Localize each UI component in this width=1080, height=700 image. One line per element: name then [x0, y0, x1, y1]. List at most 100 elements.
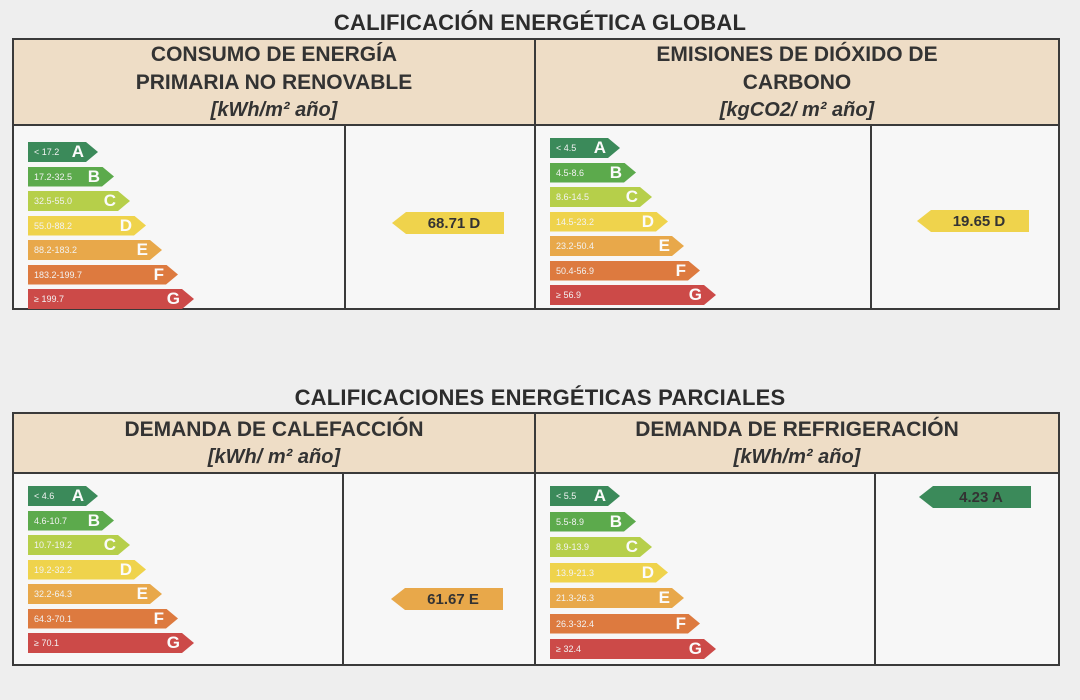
heating-demand-bar-b: 4.6-10.7 B [28, 511, 114, 531]
cooling-demand-title: DEMANDA DE REFRIGERACIÓN [635, 418, 959, 441]
bar-letter: D [641, 211, 654, 231]
cooling-demand-bar-b: 5.5-8.9 B [550, 512, 636, 532]
bar-letter: F [153, 264, 164, 284]
bar-letter: E [658, 236, 670, 255]
bar-letter: B [87, 510, 100, 530]
bar-letter: A [593, 486, 606, 505]
primary-energy-bar-a: < 17.2 A [28, 142, 98, 162]
co2-emissions-rating-marker: 19.65 D [917, 210, 1029, 232]
primary-energy-bar-f: 183.2-199.7 F [28, 265, 178, 285]
bar-range-label: 8.9-13.9 [556, 542, 590, 552]
primary-energy-title-line-1: CONSUMO DE ENERGÍA [150, 43, 398, 66]
bar-range-label: ≥ 32.4 [556, 644, 581, 654]
primary-energy-scale: < 17.2 A 17.2-32.5 B 32.5-55.0 C 55.0-88.2 D 88.… [14, 126, 346, 308]
heating-demand-bar-d: 19.2-32.2 D [28, 560, 146, 580]
cooling-demand-header: DEMANDA DE REFRIGERACIÓN [kWh/m² año] [536, 414, 1058, 474]
co2-emissions-bar-a: < 4.5 A [550, 138, 620, 158]
cooling-demand-bar-e: 21.3-26.3 E [550, 588, 684, 608]
cooling-demand-bar-g: ≥ 32.4 G [550, 639, 716, 659]
bar-letter: B [87, 166, 100, 186]
bar-range-label: 23.2-50.4 [556, 241, 595, 251]
co2-emissions-title-line-2: CARBONO [742, 71, 852, 94]
bar-letter: F [675, 260, 686, 280]
bar-letter: A [71, 486, 84, 505]
bar-letter: F [675, 613, 686, 633]
bar-letter: G [688, 285, 702, 304]
co2-emissions-title-line-1: EMISIONES DE DIÓXIDO DE [656, 43, 938, 66]
co2-emissions-unit: [kgCO2/ m² año] [719, 99, 875, 121]
bar-range-label: ≥ 56.9 [556, 290, 581, 300]
primary-energy-rating-marker: 68.71 D [392, 212, 504, 234]
bar-letter: B [609, 511, 622, 531]
co2-emissions-scale: < 4.5 A 4.5-8.6 B 8.6-14.5 C 14.5-23.2 D 23.2-50… [536, 126, 872, 308]
bar-range-label: 8.6-14.5 [556, 192, 590, 202]
co2-emissions-header: EMISIONES DE DIÓXIDO DE CARBONO [kgCO2/ … [536, 40, 1058, 126]
bar-range-label: ≥ 70.1 [34, 638, 59, 648]
co2-emissions-bar-d: 14.5-23.2 D [550, 212, 668, 232]
co2-emissions-value-box: 19.65 D [872, 126, 1058, 308]
bar-letter: A [71, 142, 84, 161]
heating-demand-bar-e: 32.2-64.3 E [28, 584, 162, 604]
bar-range-label: < 4.5 [556, 143, 577, 153]
bar-range-label: 19.2-32.2 [34, 564, 73, 575]
bar-letter: B [609, 162, 622, 182]
bar-range-label: 32.5-55.0 [34, 196, 73, 206]
bar-range-label: 55.0-88.2 [34, 220, 73, 231]
bar-letter: D [641, 562, 654, 582]
heating-demand-bar-g: ≥ 70.1 G [28, 633, 194, 653]
partial-ratings-block: DEMANDA DE CALEFACCIÓN [kWh/ m² año] DEM… [12, 412, 1060, 666]
primary-energy-unit: [kWh/m² año] [210, 99, 338, 121]
primary-energy-bar-b: 17.2-32.5 B [28, 167, 114, 187]
bar-letter: C [625, 187, 638, 206]
bar-letter: G [166, 289, 180, 308]
bar-range-label: 21.3-26.3 [556, 593, 595, 603]
bar-range-label: 88.2-183.2 [34, 245, 78, 255]
bar-letter: C [103, 535, 116, 554]
primary-energy-value-box: 68.71 D [346, 126, 536, 308]
cooling-demand-rating-marker: 4.23 A [919, 486, 1031, 508]
heating-demand-header: DEMANDA DE CALEFACCIÓN [kWh/ m² año] [14, 414, 536, 474]
bar-range-label: < 4.6 [34, 491, 55, 501]
co2-emissions-bar-b: 4.5-8.6 B [550, 163, 636, 183]
cooling-demand-bar-d: 13.9-21.3 D [550, 563, 668, 583]
primary-energy-title-line-2: PRIMARIA NO RENOVABLE [135, 71, 413, 94]
bar-range-label: 4.6-10.7 [34, 515, 68, 526]
primary-energy-header: CONSUMO DE ENERGÍA PRIMARIA NO RENOVABLE… [14, 40, 536, 126]
heating-demand-unit: [kWh/ m² año] [207, 446, 341, 468]
cooling-demand-bar-f: 26.3-32.4 F [550, 614, 700, 634]
heating-demand-title: DEMANDA DE CALEFACCIÓN [124, 418, 424, 441]
bar-range-label: < 5.5 [556, 491, 577, 501]
bar-letter: A [593, 138, 606, 157]
bar-letter: C [103, 191, 116, 210]
bar-letter: E [658, 588, 670, 607]
bar-letter: E [136, 240, 148, 259]
bar-range-label: 183.2-199.7 [34, 269, 83, 280]
cooling-demand-scale: < 5.5 A 5.5-8.9 B 8.9-13.9 C 13.9-21.3 D 21.3-26… [536, 474, 876, 664]
bar-range-label: 4.5-8.6 [556, 167, 585, 178]
bar-letter: E [136, 584, 148, 603]
global-rating-block: CONSUMO DE ENERGÍA PRIMARIA NO RENOVABLE… [12, 38, 1060, 310]
bar-letter: C [625, 537, 638, 556]
heating-demand-scale: < 4.6 A 4.6-10.7 B 10.7-19.2 C 19.2-32.2 D 32.2-… [14, 474, 344, 664]
cooling-demand-bar-a: < 5.5 A [550, 486, 620, 506]
heating-demand-bar-a: < 4.6 A [28, 486, 98, 506]
bar-letter: D [119, 215, 132, 235]
heating-demand-bar-c: 10.7-19.2 C [28, 535, 130, 555]
heating-demand-rating-marker: 61.67 E [391, 588, 503, 610]
bar-range-label: 26.3-32.4 [556, 618, 595, 629]
bar-range-label: 5.5-8.9 [556, 516, 585, 527]
primary-energy-bar-c: 32.5-55.0 C [28, 191, 130, 211]
bar-range-label: 50.4-56.9 [556, 265, 595, 276]
heating-demand-bar-f: 64.3-70.1 F [28, 609, 178, 629]
bar-letter: D [119, 559, 132, 579]
co2-emissions-bar-f: 50.4-56.9 F [550, 261, 700, 281]
heating-demand-value-box: 61.67 E [344, 474, 536, 664]
co2-emissions-bar-c: 8.6-14.5 C [550, 187, 652, 207]
primary-energy-bar-d: 55.0-88.2 D [28, 216, 146, 236]
co2-emissions-bar-e: 23.2-50.4 E [550, 236, 684, 256]
cooling-demand-unit: [kWh/m² año] [733, 446, 861, 468]
bar-letter: G [166, 633, 180, 652]
bar-range-label: 10.7-19.2 [34, 540, 73, 550]
bar-range-label: 14.5-23.2 [556, 216, 595, 227]
global-rating-title: CALIFICACIÓN ENERGÉTICA GLOBAL [333, 10, 747, 35]
